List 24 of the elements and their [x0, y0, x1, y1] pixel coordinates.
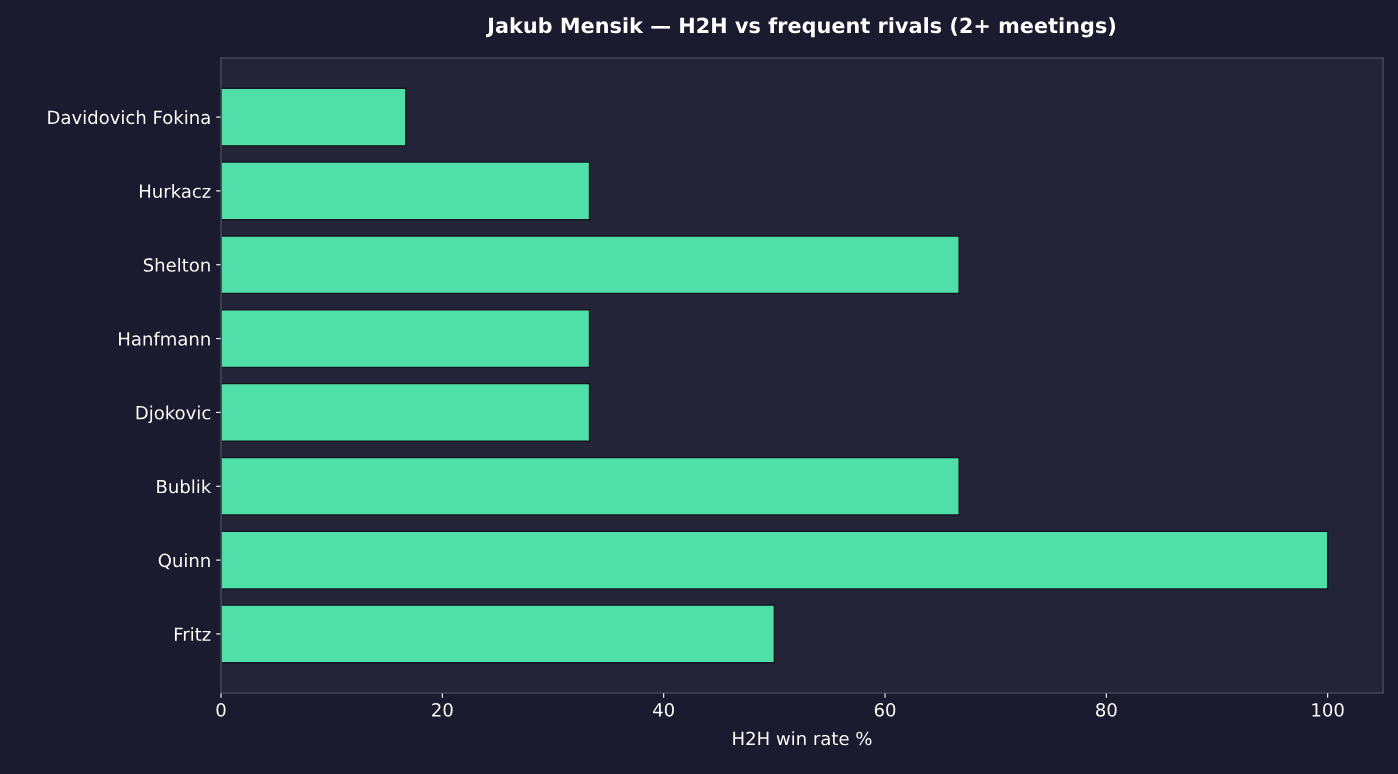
bar — [221, 161, 591, 221]
bar — [221, 87, 407, 147]
y-tick-label: Hurkacz — [140, 184, 211, 199]
bar — [221, 530, 1329, 590]
bar — [221, 382, 591, 442]
x-axis-title: H2H win rate % — [733, 731, 872, 746]
y-tick-label: Shelton — [143, 257, 210, 272]
bar — [221, 235, 960, 295]
x-tick-label: 80 — [1096, 703, 1117, 717]
bar — [221, 604, 776, 664]
bar — [221, 456, 960, 516]
x-tick-label: 20 — [432, 703, 453, 717]
chart-title: Jakub Mensik — H2H vs frequent rivals (2+ meetings) — [486, 17, 1116, 38]
bar — [221, 309, 591, 369]
x-tick-label: 0 — [216, 703, 226, 717]
x-tick-label: 40 — [653, 703, 674, 717]
y-tick-label: Hanfmann — [119, 331, 210, 346]
y-tick-label: Fritz — [174, 627, 211, 641]
y-tick-label: Bublik — [157, 479, 212, 494]
x-tick-label: 60 — [874, 703, 896, 717]
y-tick-label: Djokovic — [136, 405, 211, 424]
y-tick-label: Quinn — [158, 553, 210, 570]
x-tick-label: 100 — [1312, 703, 1344, 717]
y-tick-label: Davidovich Fokina — [48, 110, 210, 125]
